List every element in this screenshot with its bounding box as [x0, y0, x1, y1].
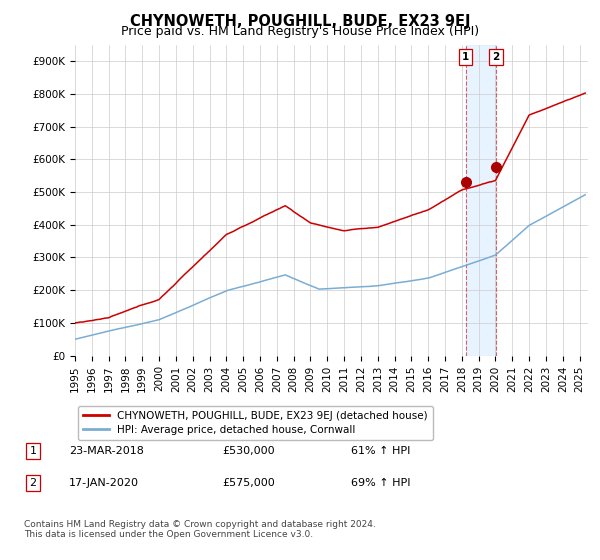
Text: CHYNOWETH, POUGHILL, BUDE, EX23 9EJ: CHYNOWETH, POUGHILL, BUDE, EX23 9EJ — [130, 14, 470, 29]
Text: Contains HM Land Registry data © Crown copyright and database right 2024.
This d: Contains HM Land Registry data © Crown c… — [24, 520, 376, 539]
Text: 61% ↑ HPI: 61% ↑ HPI — [351, 446, 410, 456]
Text: 1: 1 — [462, 52, 469, 62]
Bar — [466, 45, 496, 356]
Text: 1: 1 — [29, 446, 37, 456]
Text: Price paid vs. HM Land Registry's House Price Index (HPI): Price paid vs. HM Land Registry's House … — [121, 25, 479, 38]
Text: 69% ↑ HPI: 69% ↑ HPI — [351, 478, 410, 488]
Text: 23-MAR-2018: 23-MAR-2018 — [69, 446, 144, 456]
Text: £530,000: £530,000 — [222, 446, 275, 456]
Text: 17-JAN-2020: 17-JAN-2020 — [69, 478, 139, 488]
Text: 2: 2 — [29, 478, 37, 488]
Legend: CHYNOWETH, POUGHILL, BUDE, EX23 9EJ (detached house), HPI: Average price, detach: CHYNOWETH, POUGHILL, BUDE, EX23 9EJ (det… — [77, 406, 433, 440]
Text: £575,000: £575,000 — [222, 478, 275, 488]
Text: 2: 2 — [493, 52, 500, 62]
